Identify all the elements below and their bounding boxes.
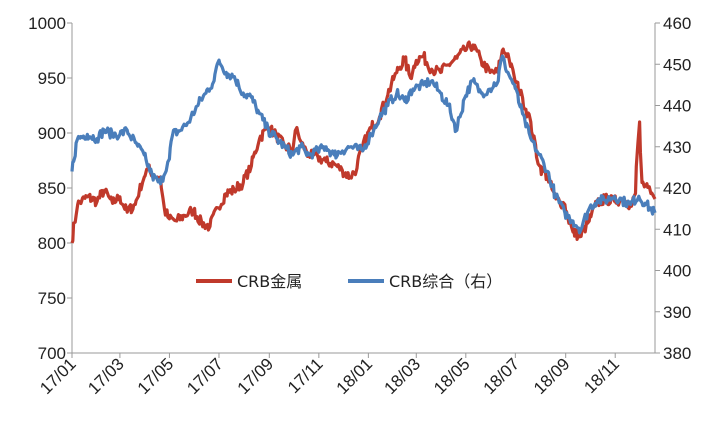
left-tick-label: 700: [38, 344, 66, 363]
legend: CRB金属 CRB综合（右）: [196, 272, 502, 291]
x-tick-label: 18/07: [480, 354, 524, 398]
x-tick-label: 18/11: [580, 354, 623, 397]
left-tick-label: 800: [38, 234, 66, 253]
right-tick-label: 410: [663, 220, 691, 239]
plot-frame: [71, 23, 656, 354]
left-tick-label: 850: [38, 179, 66, 198]
series-line-crb-composite: [70, 54, 657, 235]
left-tick-label: 900: [38, 124, 66, 143]
left-y-axis: 700 750 800 850 900 950 1000: [28, 14, 72, 363]
x-tick-label: 18/01: [333, 354, 377, 398]
x-tick-label: 17/09: [234, 354, 278, 398]
legend-label-crb-composite: CRB综合（右）: [389, 272, 502, 291]
right-tick-label: 430: [663, 138, 691, 157]
x-tick-label: 18/03: [381, 354, 425, 398]
x-tick-label: 18/05: [430, 354, 474, 398]
right-tick-label: 380: [663, 344, 691, 363]
right-y-axis: 380 390 400 410 420 430 440 450 460: [655, 14, 691, 363]
left-tick-label: 1000: [28, 14, 66, 33]
right-tick-label: 440: [663, 97, 691, 116]
x-tick-label: 17/03: [84, 354, 128, 398]
left-tick-label: 750: [38, 289, 66, 308]
legend-label-crb-metals: CRB金属: [237, 272, 302, 291]
x-tick-label: 17/07: [183, 354, 227, 398]
right-tick-label: 450: [663, 55, 691, 74]
series-layer: [70, 40, 657, 244]
right-tick-label: 460: [663, 14, 691, 33]
left-tick-label: 950: [38, 69, 66, 88]
x-tick-label: 17/11: [284, 354, 327, 397]
right-tick-label: 400: [663, 262, 691, 281]
x-tick-label: 17/05: [134, 354, 178, 398]
x-axis: 17/01 17/03 17/05 17/07 17/09 17/11 18/01 18/03…: [36, 353, 623, 398]
right-tick-label: 390: [663, 303, 691, 322]
x-tick-label: 18/09: [530, 354, 574, 398]
right-tick-label: 420: [663, 179, 691, 198]
